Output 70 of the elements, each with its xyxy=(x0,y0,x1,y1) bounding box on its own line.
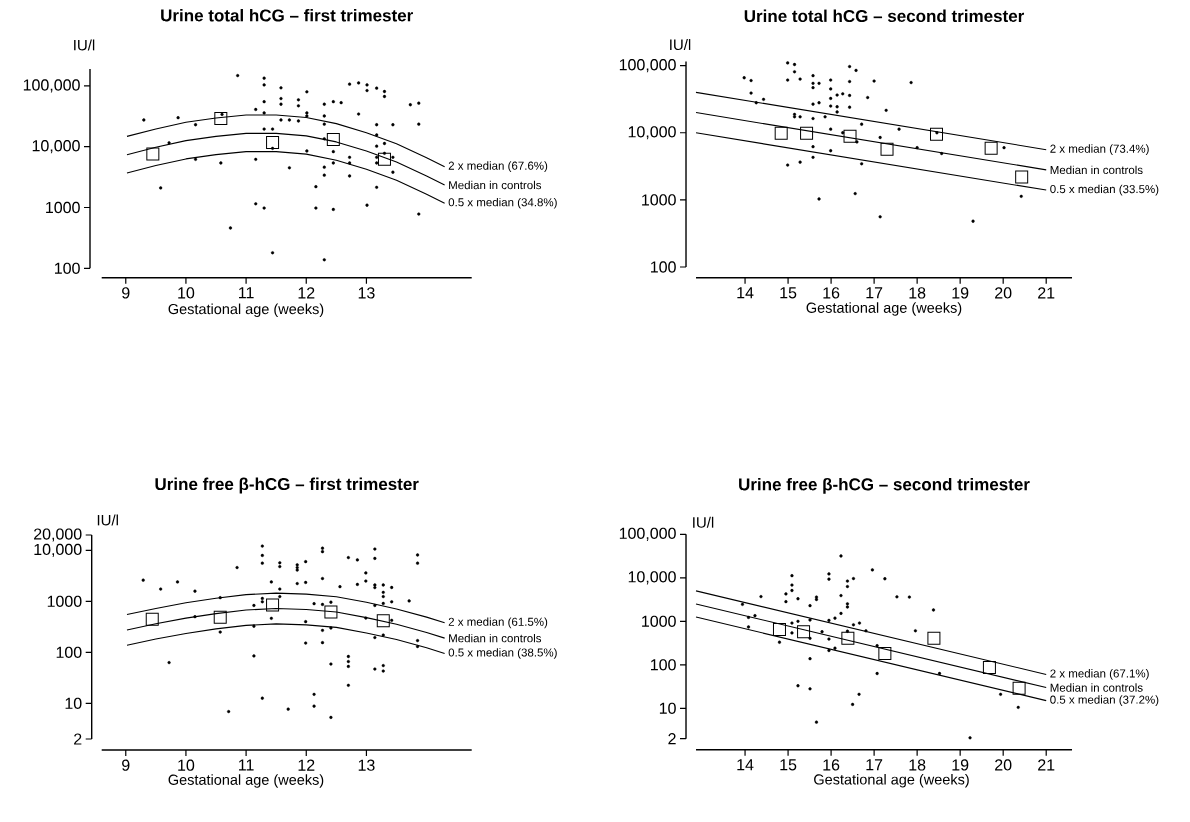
series-label: 2 x median (67.1%) xyxy=(1050,669,1149,680)
x-axis-title: Gestational age (weeks) xyxy=(814,773,969,788)
x-tick-label: 17 xyxy=(866,287,883,299)
x-axis-title: Gestational age (weeks) xyxy=(168,303,324,318)
y-tick-label: 100 xyxy=(651,261,676,273)
y-tick-label: 1000 xyxy=(46,201,80,214)
y-tick-label: 1000 xyxy=(642,615,676,627)
x-tick-label: 9 xyxy=(122,287,130,299)
y-tick-label: 100 xyxy=(55,262,80,274)
x-tick-label: 17 xyxy=(866,759,883,771)
y-tick-label: 10 xyxy=(659,702,676,714)
x-tick-label: 9 xyxy=(122,759,130,771)
x-tick-label: 10 xyxy=(178,759,195,771)
y-tick-label: 10,000 xyxy=(628,126,676,140)
y-tick-label: 100 xyxy=(651,659,676,671)
y-tick-label: 100,000 xyxy=(619,527,676,541)
chart-title: Urine free β-hCG – first trimester xyxy=(155,477,419,494)
y-tick-label: 10 xyxy=(65,697,82,710)
y-axis-title: IU/l xyxy=(693,516,714,528)
x-tick-label: 10 xyxy=(178,287,195,299)
series-label: Median in controls xyxy=(1050,683,1143,692)
x-tick-label: 18 xyxy=(909,287,926,299)
series-label: 2 x median (61.5%) xyxy=(448,617,548,629)
y-axis-title: IU/l xyxy=(74,39,95,51)
x-tick-label: 21 xyxy=(1038,759,1055,771)
y-tick-label: 2 xyxy=(668,733,676,745)
x-tick-label: 15 xyxy=(780,759,797,771)
y-axis-title: IU/l xyxy=(670,39,691,51)
chart-title: Urine free β-hCG – second trimester xyxy=(739,477,1030,494)
y-tick-label: 20,000 xyxy=(34,528,82,542)
chart-title: Urine total hCG – first trimester xyxy=(161,8,414,22)
x-tick-label: 19 xyxy=(952,759,969,771)
y-tick-label: 1000 xyxy=(47,595,82,608)
series-label: 2 x median (67.6%) xyxy=(448,161,548,173)
y-tick-label: 100 xyxy=(56,646,82,659)
x-tick-label: 11 xyxy=(239,287,254,299)
y-tick-label: 100,000 xyxy=(619,59,676,73)
series-label: Median in controls xyxy=(449,633,542,643)
x-tick-label: 14 xyxy=(737,287,754,299)
y-tick-label: 100,000 xyxy=(23,79,80,93)
x-tick-label: 11 xyxy=(239,759,254,771)
x-tick-label: 20 xyxy=(995,287,1012,299)
y-tick-label: 10,000 xyxy=(32,140,80,154)
x-tick-label: 16 xyxy=(823,759,840,771)
y-tick-label: 10,000 xyxy=(628,571,676,585)
series-label: 0.5 x median (38.5%) xyxy=(448,648,557,659)
x-tick-label: 12 xyxy=(298,287,315,299)
series-label: Median in controls xyxy=(1050,165,1143,175)
x-axis-title: Gestational age (weeks) xyxy=(806,302,962,316)
x-tick-label: 16 xyxy=(823,287,840,299)
x-tick-label: 12 xyxy=(298,759,315,771)
series-label: 2 x median (73.4%) xyxy=(1050,144,1149,156)
y-tick-label: 2 xyxy=(74,733,82,745)
y-tick-label: 10,000 xyxy=(34,543,82,557)
x-tick-label: 14 xyxy=(737,759,754,771)
x-tick-label: 13 xyxy=(358,759,375,771)
series-label: 0.5 x median (33.5%) xyxy=(1050,184,1159,196)
x-tick-label: 19 xyxy=(952,287,969,299)
x-tick-label: 20 xyxy=(995,759,1012,771)
series-label: 0.5 x median (37.2%) xyxy=(1050,695,1159,706)
x-tick-label: 21 xyxy=(1038,287,1055,299)
x-tick-label: 13 xyxy=(358,287,375,299)
y-tick-label: 1000 xyxy=(642,194,676,206)
x-tick-label: 18 xyxy=(909,759,926,771)
series-label: Median in controls xyxy=(449,180,542,190)
x-axis-title: Gestational age (weeks) xyxy=(168,774,324,788)
series-label: 0.5 x median (34.8%) xyxy=(448,197,557,209)
chart-title: Urine total hCG – second trimester xyxy=(744,9,1025,23)
y-axis-title: IU/l xyxy=(97,514,118,526)
x-tick-label: 15 xyxy=(780,287,797,299)
